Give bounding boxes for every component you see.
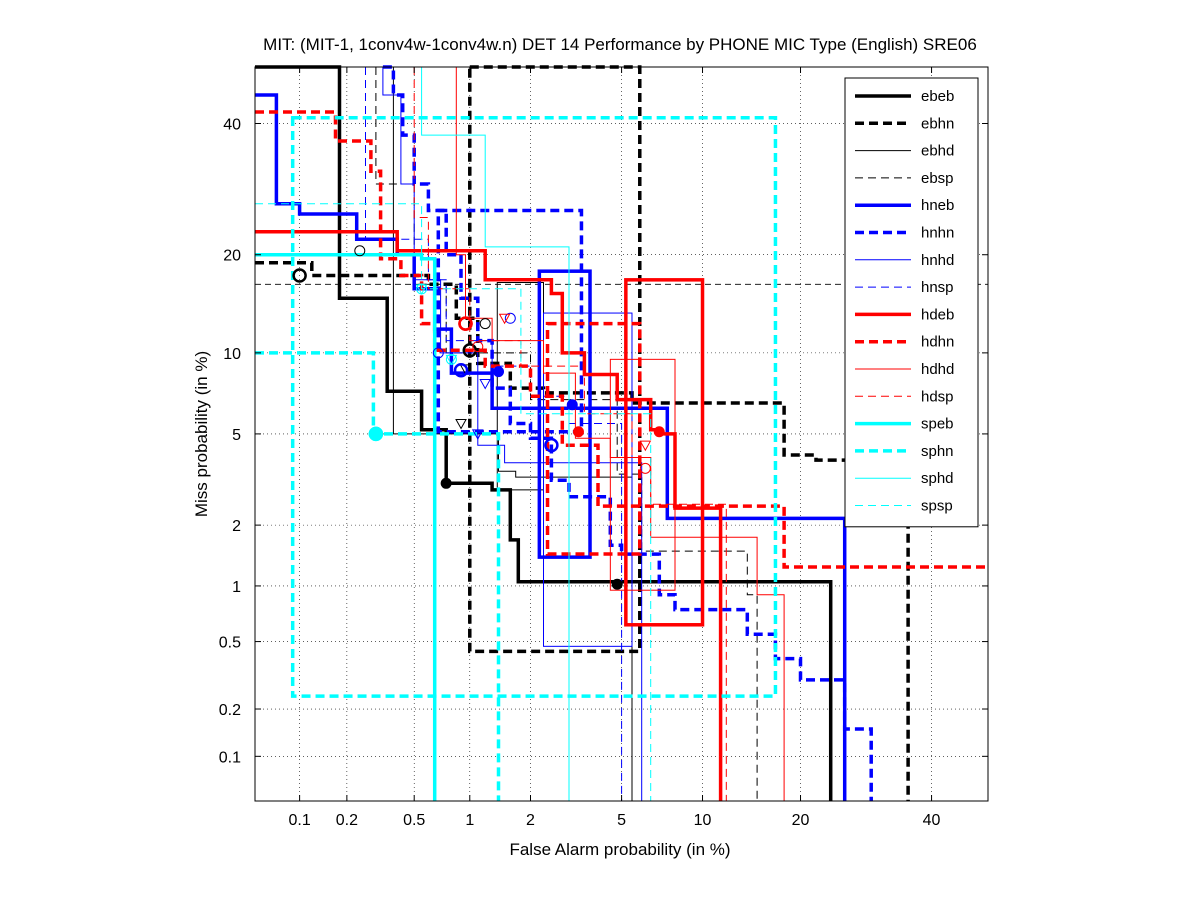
actual-dcf-marker-ebeb xyxy=(292,268,307,283)
series-line-spsp xyxy=(255,203,652,801)
x-tick-label: 40 xyxy=(923,812,941,829)
legend-label-sphn: sphn xyxy=(921,443,954,460)
min-dcf-marker-hneb xyxy=(493,366,505,378)
legend-label-ebeb: ebeb xyxy=(921,88,954,105)
y-tick-label: 20 xyxy=(223,248,241,265)
legend-label-hdeb: hdeb xyxy=(921,306,954,323)
y-axis-label: Miss probability (in %) xyxy=(192,351,211,517)
min-dcf-marker-ebsp xyxy=(455,419,467,430)
series-box-hdhn xyxy=(545,321,642,556)
actual-dcf-marker-hneb xyxy=(453,362,469,378)
legend-label-hnsp: hnsp xyxy=(921,279,954,296)
legend-label-hdsp: hdsp xyxy=(921,388,954,405)
y-tick-label: 1 xyxy=(232,579,241,596)
series-box-hdhd xyxy=(609,358,676,591)
x-tick-label: 0.2 xyxy=(336,812,358,829)
min-dcf-marker-hdsp xyxy=(498,313,511,325)
series-box-sphn xyxy=(290,116,778,698)
actual-dcf-marker-sphn xyxy=(368,426,384,442)
y-tick-label: 2 xyxy=(232,518,241,535)
min-dcf-marker-hnhn xyxy=(566,399,578,411)
legend-label-hdhn: hdhn xyxy=(921,334,954,351)
legend-label-hnhn: hnhn xyxy=(921,225,954,242)
min-dcf-marker-hdhd xyxy=(639,440,652,452)
actual-dcf-marker-hdhn xyxy=(458,316,473,331)
chart-title: MIT: (MIT-1, 1conv4w-1conv4w.n) DET 14 P… xyxy=(263,35,977,54)
min-dcf-marker-hnhd xyxy=(471,429,484,440)
x-tick-label: 5 xyxy=(617,812,626,829)
legend-label-hdhd: hdhd xyxy=(921,361,954,378)
x-tick-label: 2 xyxy=(526,812,535,829)
actual-dcf-marker-ebhn xyxy=(462,343,478,358)
series-line-hdhn xyxy=(255,110,988,569)
series-line-ebhd xyxy=(392,67,633,801)
y-tick-label: 0.2 xyxy=(219,702,241,719)
tick-layer: 0.1 0.2 0.5 1 2 5 10 20 40 0.1 0.2 0.5 1 2 5 10 20 40 xyxy=(219,67,988,829)
actual-dcf-marker-ebsp xyxy=(354,245,366,257)
y-tick-label: 10 xyxy=(223,346,241,363)
actual-dcf-marker-hnhd xyxy=(432,347,444,359)
actual-dcf-marker-hnsp xyxy=(504,312,516,324)
legend-box xyxy=(844,77,979,528)
series-line-hdeb xyxy=(255,230,723,801)
x-tick-label: 0.5 xyxy=(403,812,425,829)
legend-label-ebhn: ebhn xyxy=(921,115,954,132)
min-dcf-marker-ebhn xyxy=(611,578,623,590)
series-box-hnhn xyxy=(436,208,584,434)
series-line-hdsp xyxy=(413,67,727,801)
series-line-ebsp xyxy=(375,67,758,801)
min-dcf-marker-hdeb xyxy=(653,426,665,438)
actual-dcf-marker-hdhd xyxy=(472,341,484,353)
actual-dcf-marker-hdsp xyxy=(639,462,651,474)
min-dcf-marker-ebeb xyxy=(440,477,452,489)
actual-dcf-marker-ebhd xyxy=(479,318,491,330)
x-axis-label: False Alarm probability (in %) xyxy=(509,840,730,859)
min-dcf-marker-sphn xyxy=(370,428,382,440)
x-tick-label: 20 xyxy=(792,812,810,829)
y-tick-label: 0.5 xyxy=(219,635,241,652)
min-dcf-marker-hdhn xyxy=(572,426,584,438)
legend-label-ebsp: ebsp xyxy=(921,170,954,187)
legend-label-sphd: sphd xyxy=(921,470,954,487)
series-line-hnhd xyxy=(382,67,643,801)
marker-layer xyxy=(292,245,665,590)
y-tick-label: 0.1 xyxy=(219,749,241,766)
x-tick-label: 10 xyxy=(694,812,712,829)
legend-label-hneb: hneb xyxy=(921,197,954,214)
series-box-hdeb xyxy=(624,278,705,627)
x-tick-label: 1 xyxy=(465,812,474,829)
legend: ebeb ebhn ebhd ebsp hneb hnhn hnhd hnsp hdeb hdhn… xyxy=(844,77,979,528)
legend-label-spsp: spsp xyxy=(921,498,953,515)
x-tick-label: 0.1 xyxy=(288,812,310,829)
min-dcf-marker-spsp xyxy=(445,354,458,366)
legend-label-ebhd: ebhd xyxy=(921,143,954,160)
min-dcf-marker-sphd xyxy=(415,284,428,295)
series-line-hnsp xyxy=(365,67,623,801)
legend-label-hnhd: hnhd xyxy=(921,252,954,269)
y-tick-label: 40 xyxy=(223,117,241,134)
min-dcf-marker-hnsp xyxy=(479,378,492,390)
series-box-hnhd xyxy=(543,312,633,647)
y-tick-label: 5 xyxy=(232,427,241,444)
legend-label-speb: speb xyxy=(921,416,954,433)
actual-dcf-marker-hnhn xyxy=(544,437,559,453)
